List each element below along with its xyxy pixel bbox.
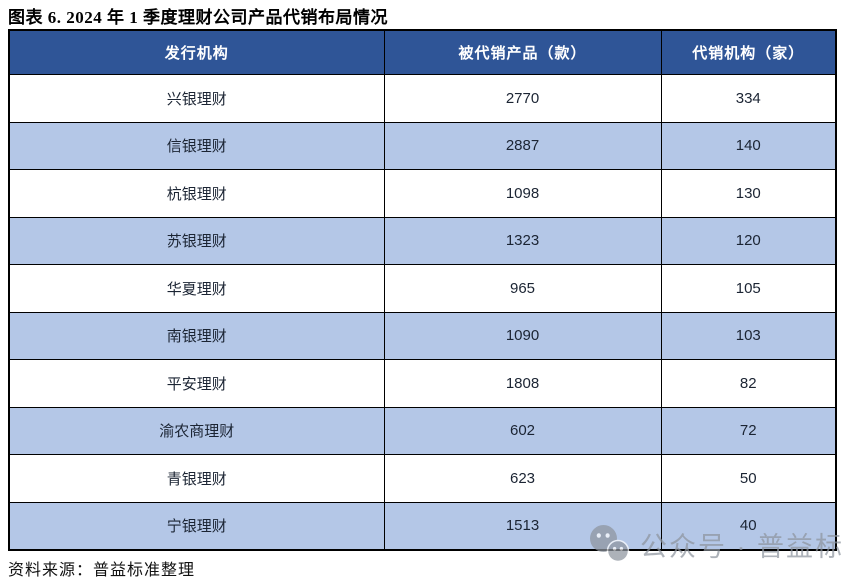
cell-issuer: 华夏理财 <box>8 264 385 313</box>
cell-institutions: 120 <box>660 216 837 265</box>
table-row: 苏银理财 1323 120 <box>8 216 837 265</box>
cell-institutions: 82 <box>660 359 837 408</box>
table-row: 青银理财 623 50 <box>8 454 837 503</box>
cell-institutions: 50 <box>660 454 837 503</box>
cell-products: 2770 <box>383 74 662 123</box>
table-row: 华夏理财 965 105 <box>8 264 837 313</box>
table-row: 南银理财 1090 103 <box>8 311 837 360</box>
cell-institutions: 130 <box>660 169 837 218</box>
cell-products: 1098 <box>383 169 662 218</box>
cell-products: 965 <box>383 264 662 313</box>
cell-issuer: 苏银理财 <box>8 216 385 265</box>
cell-issuer: 平安理财 <box>8 359 385 408</box>
cell-issuer: 杭银理财 <box>8 169 385 218</box>
table-row: 信银理财 2887 140 <box>8 121 837 170</box>
cell-products: 2887 <box>383 121 662 170</box>
cell-products: 1808 <box>383 359 662 408</box>
col-header-products: 被代销产品（款） <box>383 29 662 75</box>
cell-institutions: 103 <box>660 311 837 360</box>
distribution-table: 发行机构 被代销产品（款） 代销机构（家） 兴银理财 2770 334 信银理财… <box>8 29 837 551</box>
cell-issuer: 信银理财 <box>8 121 385 170</box>
cell-products: 1090 <box>383 311 662 360</box>
table-row: 宁银理财 1513 40 <box>8 501 837 551</box>
cell-products: 1323 <box>383 216 662 265</box>
cell-institutions: 140 <box>660 121 837 170</box>
table-row: 杭银理财 1098 130 <box>8 169 837 218</box>
table-row: 兴银理财 2770 334 <box>8 74 837 123</box>
figure-title: 图表 6. 2024 年 1 季度理财公司产品代销布局情况 <box>8 8 388 27</box>
cell-institutions: 40 <box>660 501 837 551</box>
cell-issuer: 青银理财 <box>8 454 385 503</box>
cell-products: 602 <box>383 406 662 455</box>
cell-institutions: 105 <box>660 264 837 313</box>
col-header-institutions: 代销机构（家） <box>660 29 837 75</box>
table-header-row: 发行机构 被代销产品（款） 代销机构（家） <box>8 29 837 75</box>
cell-issuer: 南银理财 <box>8 311 385 360</box>
cell-institutions: 334 <box>660 74 837 123</box>
table-row: 平安理财 1808 82 <box>8 359 837 408</box>
cell-issuer: 宁银理财 <box>8 501 385 551</box>
cell-issuer: 兴银理财 <box>8 74 385 123</box>
source-note: 资料来源：普益标准整理 <box>8 562 196 579</box>
cell-products: 623 <box>383 454 662 503</box>
table-row: 渝农商理财 602 72 <box>8 406 837 455</box>
cell-institutions: 72 <box>660 406 837 455</box>
cell-products: 1513 <box>383 501 662 551</box>
cell-issuer: 渝农商理财 <box>8 406 385 455</box>
col-header-issuer: 发行机构 <box>8 29 385 75</box>
